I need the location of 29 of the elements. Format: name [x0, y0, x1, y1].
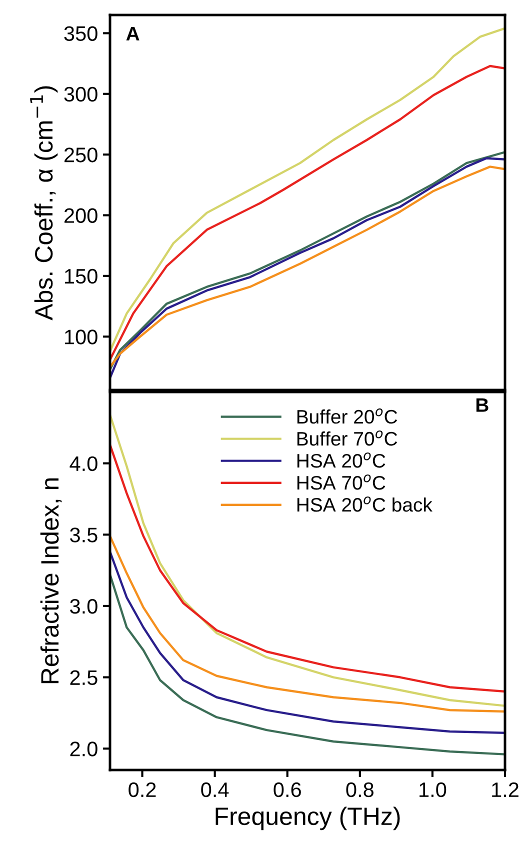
- annotation: B: [476, 398, 488, 412]
- legend-label: HSA 70$^{o}$C: [297, 474, 386, 490]
- legend-label: Buffer 70$^{o}$C: [297, 430, 398, 446]
- line-series: [110, 550, 505, 734]
- y-tick-label: 2.5: [70, 670, 98, 686]
- y-tick-label: 150: [65, 268, 98, 284]
- y-tick-label: 250: [64, 148, 98, 162]
- x-tick-label: 0.4: [201, 782, 229, 798]
- x-tick-label: 1.0: [420, 782, 446, 798]
- y-axis-title: Abs. Coeff., α (cm$^{−1}$): [30, 86, 58, 320]
- x-tick-label: 0.6: [274, 782, 301, 798]
- x-tick-label: 1.2: [492, 782, 518, 797]
- legend-label: Buffer 20$^{o}$C: [297, 408, 398, 424]
- y-tick-label: 3.0: [70, 598, 98, 614]
- line-series: [110, 534, 505, 713]
- y-tick-label: 3.5: [70, 528, 98, 542]
- x-tick-label: 0.8: [346, 782, 374, 798]
- annotation: A: [126, 26, 140, 40]
- y-tick-label: 200: [64, 208, 98, 223]
- y-tick-label: 100: [65, 330, 98, 344]
- x-axis-title: Frequency (THz): [216, 806, 400, 830]
- y-tick-label: 2.0: [70, 742, 98, 756]
- y-tick-label: 300: [64, 86, 98, 102]
- x-tick-label: 0.2: [128, 782, 156, 798]
- y-tick-label: 4.0: [70, 456, 98, 472]
- y-axis-title: Refractive Index, n: [40, 478, 62, 684]
- y-tick-label: 350: [64, 26, 98, 41]
- legend-label: HSA 20$^{o}$C: [297, 452, 386, 468]
- legend-label: HSA 20$^{o}$C back: [297, 496, 432, 512]
